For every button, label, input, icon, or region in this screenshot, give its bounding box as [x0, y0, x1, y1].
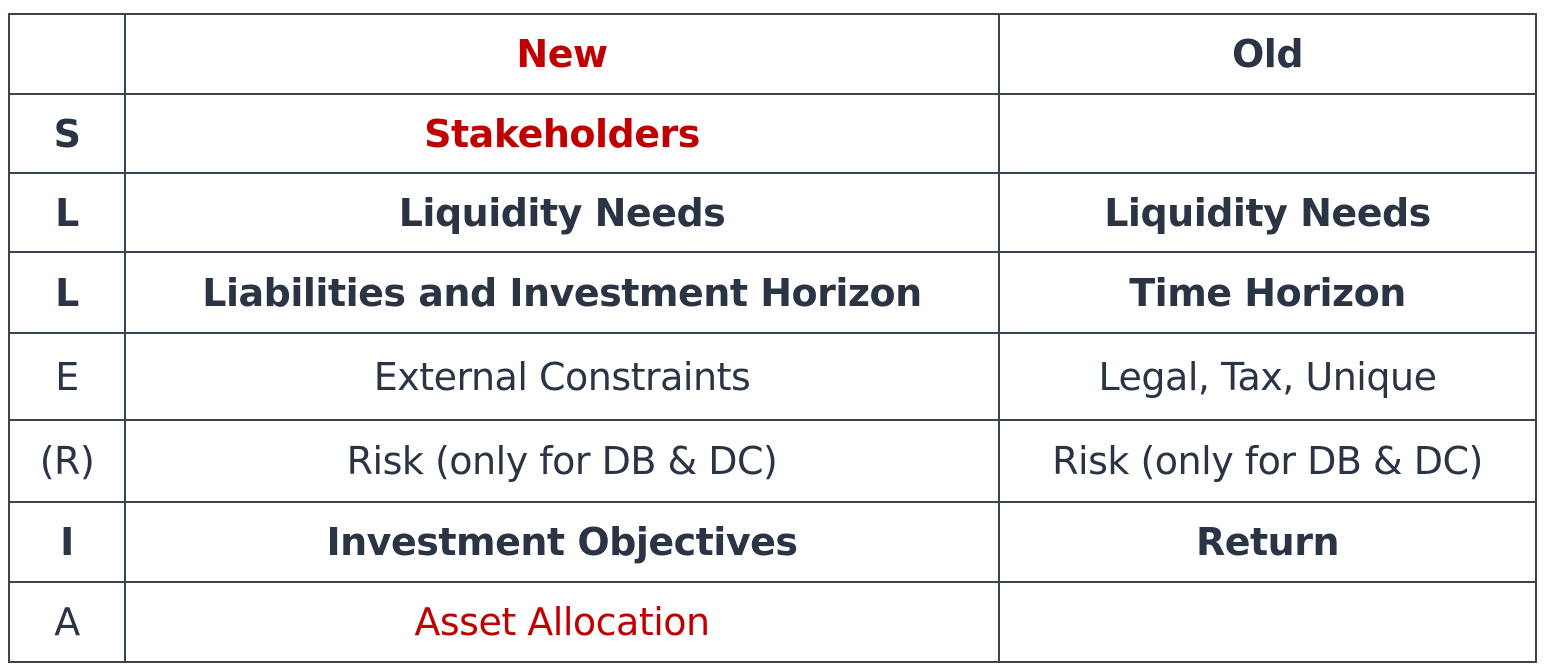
- row-old: Time Horizon: [998, 251, 1537, 334]
- table-row: I Investment Objectives Return: [8, 501, 1537, 583]
- row-old: Liquidity Needs: [998, 172, 1537, 253]
- table-row: L Liquidity Needs Liquidity Needs: [8, 172, 1537, 253]
- row-new: Liabilities and Investment Horizon: [124, 251, 1000, 334]
- row-old: Return: [998, 501, 1537, 583]
- header-corner-cell: [8, 13, 126, 95]
- row-key: I: [8, 501, 126, 583]
- header-row: New Old: [8, 13, 1537, 95]
- row-key: E: [8, 332, 126, 421]
- row-old: [998, 93, 1537, 174]
- table-row: E External Constraints Legal, Tax, Uniqu…: [8, 332, 1537, 421]
- row-key: L: [8, 172, 126, 253]
- row-key: S: [8, 93, 126, 174]
- row-new: Liquidity Needs: [124, 172, 1000, 253]
- row-new: External Constraints: [124, 332, 1000, 421]
- row-new: Stakeholders: [124, 93, 1000, 174]
- row-key: (R): [8, 419, 126, 503]
- row-old: Legal, Tax, Unique: [998, 332, 1537, 421]
- row-old: [998, 581, 1537, 663]
- row-key: A: [8, 581, 126, 663]
- header-old: Old: [998, 13, 1537, 95]
- comparison-table-container: New Old S Stakeholders L Liquidity Needs…: [8, 13, 1537, 663]
- comparison-table: New Old S Stakeholders L Liquidity Needs…: [8, 13, 1537, 663]
- row-old: Risk (only for DB & DC): [998, 419, 1537, 503]
- row-new: Risk (only for DB & DC): [124, 419, 1000, 503]
- table-row: L Liabilities and Investment Horizon Tim…: [8, 251, 1537, 334]
- row-new: Asset Allocation: [124, 581, 1000, 663]
- row-new: Investment Objectives: [124, 501, 1000, 583]
- row-key: L: [8, 251, 126, 334]
- table-row: S Stakeholders: [8, 93, 1537, 174]
- table-row: A Asset Allocation: [8, 581, 1537, 663]
- table-row: (R) Risk (only for DB & DC) Risk (only f…: [8, 419, 1537, 503]
- header-new: New: [124, 13, 1000, 95]
